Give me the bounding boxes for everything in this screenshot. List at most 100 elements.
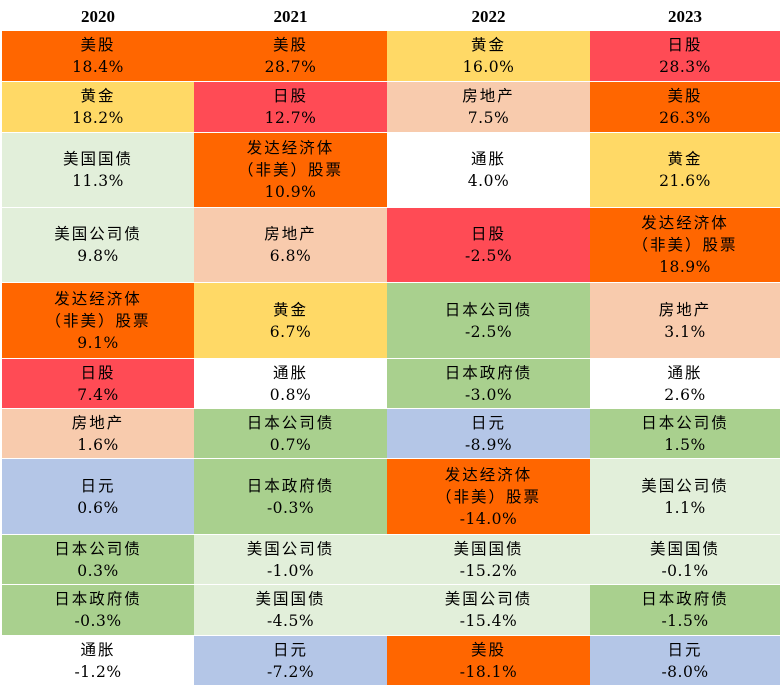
return-value: -1.0% (266, 561, 315, 580)
return-value: 18.2% (72, 109, 124, 127)
return-value: 0.8% (269, 385, 312, 404)
return-value: -0.3% (266, 498, 315, 517)
cell-2021-rank-7: 日本公司债 0.7% (194, 409, 387, 458)
return-value: 4.0% (467, 172, 510, 190)
cell-2021-rank-1: 美股 28.7% (194, 31, 387, 81)
asset-label: 日股 (470, 225, 506, 243)
return-value: -0.1% (661, 561, 709, 580)
cell-2021-rank-5: 黄金 6.7% (194, 283, 387, 358)
return-value: 1.5% (664, 435, 706, 454)
return-value: 16.0% (462, 58, 515, 76)
return-value: -18.1% (459, 662, 518, 681)
return-value: -8.9% (464, 435, 513, 454)
asset-label: 通胀 (272, 363, 308, 382)
asset-label: 美国国债 (453, 539, 524, 558)
return-value: 3.1% (664, 322, 706, 341)
cell-2022-rank-7: 日元 -8.9% (387, 409, 590, 458)
asset-label: 美国国债 (255, 590, 326, 608)
return-value: 7.4% (77, 385, 119, 404)
return-value: 18.9% (659, 258, 711, 276)
return-value: -2.5% (464, 247, 513, 265)
asset-label: （非美）股票 (435, 487, 541, 506)
cell-2020-rank-8: 日元 0.6% (2, 459, 194, 534)
asset-label: 通胀 (667, 363, 703, 382)
cell-2023-rank-11: 日元 -8.0% (590, 636, 780, 685)
asset-label: 美国公司债 (444, 590, 533, 608)
asset-label: 发达经济体 (641, 214, 729, 232)
return-value: 9.8% (77, 247, 119, 265)
return-value: 21.6% (659, 172, 711, 190)
column-header-2020: 2020 (81, 7, 115, 26)
cell-2023-rank-10: 日本政府债 -1.5% (590, 585, 780, 635)
return-value: 0.6% (77, 498, 119, 517)
return-value: 6.8% (269, 247, 312, 265)
asset-label: 日股 (272, 87, 308, 105)
cell-2020-rank-6: 日股 7.4% (2, 359, 194, 408)
return-value: 2.6% (664, 385, 706, 404)
cell-2023-rank-8: 美国公司债 1.1% (590, 459, 780, 534)
asset-label: 美国公司债 (54, 225, 142, 243)
return-value: 1.6% (77, 435, 119, 454)
cell-2022-rank-10: 美国公司债 -15.4% (387, 585, 590, 635)
return-value: -1.5% (661, 612, 709, 630)
cell-2023-rank-4: 发达经济体 （非美）股票 18.9% (590, 208, 780, 282)
asset-label: 通胀 (80, 640, 116, 659)
asset-label: 日本政府债 (54, 590, 142, 608)
cell-2020-rank-2: 黄金 18.2% (2, 82, 194, 132)
cell-2021-rank-11: 日元 -7.2% (194, 636, 387, 685)
cell-2022-rank-5: 日本公司债 -2.5% (387, 283, 590, 358)
return-value: -7.2% (266, 662, 315, 681)
asset-label: 日本公司债 (641, 413, 729, 432)
asset-label: 发达经济体 (444, 465, 533, 484)
return-value: 9.1% (77, 333, 119, 352)
return-value: -0.3% (74, 612, 122, 630)
asset-label: 日本公司债 (54, 539, 142, 558)
column-header-2023: 2023 (668, 7, 702, 26)
return-value: -3.0% (464, 385, 513, 404)
asset-label: 美股 (272, 36, 308, 54)
return-value: -14.0% (459, 509, 518, 528)
cell-2020-rank-7: 房地产 1.6% (2, 409, 194, 458)
asset-label: 房地产 (658, 300, 712, 319)
asset-label: 黄金 (272, 300, 308, 319)
cell-2023-rank-9: 美国国债 -0.1% (590, 535, 780, 584)
asset-label: 日元 (80, 476, 116, 495)
asset-label: 黄金 (470, 36, 506, 54)
asset-label: 日本公司债 (444, 300, 533, 319)
cell-2021-rank-4: 房地产 6.8% (194, 208, 387, 282)
cell-2022-rank-3: 通胀 4.0% (387, 133, 590, 207)
return-value: 7.5% (467, 109, 510, 127)
asset-label: 发达经济体 (54, 289, 142, 308)
cell-2022-rank-11: 美股 -18.1% (387, 636, 590, 685)
asset-label: 黄金 (667, 150, 703, 168)
return-value: 0.7% (269, 435, 312, 454)
cell-2021-rank-9: 美国公司债 -1.0% (194, 535, 387, 584)
return-value: 28.3% (659, 58, 711, 76)
asset-label: 日本政府债 (641, 590, 729, 608)
cell-2021-rank-8: 日本政府债 -0.3% (194, 459, 387, 534)
cell-2023-rank-5: 房地产 3.1% (590, 283, 780, 358)
asset-label: 日本政府债 (444, 363, 533, 382)
cell-2021-rank-6: 通胀 0.8% (194, 359, 387, 408)
return-value: 26.3% (659, 109, 711, 127)
cell-2022-rank-8: 发达经济体 （非美）股票 -14.0% (387, 459, 590, 534)
asset-label: 日股 (80, 363, 116, 382)
asset-label: （非美）股票 (632, 236, 738, 254)
asset-label: 发达经济体 (246, 139, 335, 157)
cell-2023-rank-1: 日股 28.3% (590, 31, 780, 81)
asset-label: 黄金 (80, 87, 116, 105)
asset-label: 日本政府债 (246, 476, 335, 495)
asset-label: 日本公司债 (246, 413, 335, 432)
asset-label: 日元 (272, 640, 308, 659)
return-value: 0.3% (77, 561, 119, 580)
cell-2020-rank-9: 日本公司债 0.3% (2, 535, 194, 584)
cell-2023-rank-3: 黄金 21.6% (590, 133, 780, 207)
return-value: -2.5% (464, 322, 513, 341)
return-value: -4.5% (266, 612, 315, 630)
asset-label: 美国国债 (62, 150, 133, 168)
cell-2023-rank-6: 通胀 2.6% (590, 359, 780, 408)
cell-2021-rank-10: 美国国债 -4.5% (194, 585, 387, 635)
asset-label: 日元 (470, 413, 506, 432)
return-value: 6.7% (269, 322, 312, 341)
